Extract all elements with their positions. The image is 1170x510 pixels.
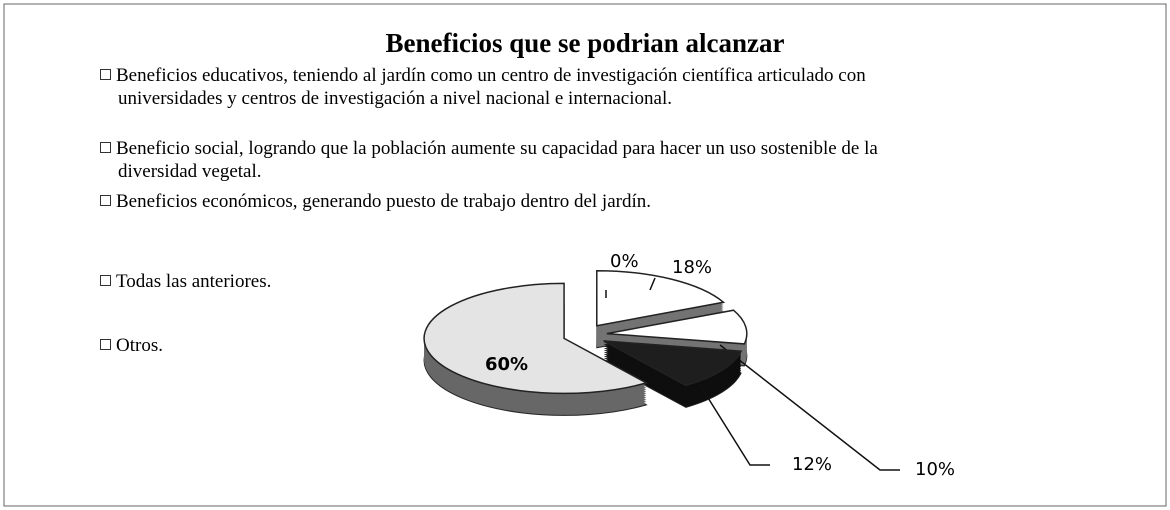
pie-slice xyxy=(606,309,748,345)
data-label: 60% xyxy=(485,354,528,375)
legend-label: Otros. xyxy=(116,335,163,356)
legend-entry: Beneficio social, logrando que la poblac… xyxy=(100,137,898,183)
data-label: 10% xyxy=(915,459,955,480)
chart-title: Beneficios que se podrian alcanzar xyxy=(385,28,785,58)
data-label: 0% xyxy=(610,251,639,272)
pie-slice xyxy=(596,269,726,327)
leader-line xyxy=(699,384,770,466)
legend-entry: Otros. xyxy=(100,334,898,357)
legend-label: Beneficios económicos, generando puesto … xyxy=(116,191,651,212)
legend-entry: Beneficios educativos, teniendo al jardí… xyxy=(100,64,898,110)
legend-entry: Todas las anteriores. xyxy=(100,270,898,293)
leader-line xyxy=(719,344,900,471)
data-label: 18% xyxy=(672,257,712,278)
legend-swatch xyxy=(100,69,111,80)
leader-line xyxy=(649,277,656,291)
legend-swatch xyxy=(100,142,111,153)
data-label: 12% xyxy=(792,454,832,475)
legend-swatch xyxy=(100,275,111,286)
legend-label: Beneficios educativos, teniendo al jardí… xyxy=(116,65,866,109)
legend-entry: Beneficios económicos, generando puesto … xyxy=(100,190,898,213)
pie-slice xyxy=(603,340,743,387)
legend-swatch xyxy=(100,195,111,206)
frame xyxy=(3,3,1167,507)
legend-swatch xyxy=(100,339,111,350)
pie-slice xyxy=(423,282,649,395)
legend-label: Todas las anteriores. xyxy=(116,271,272,292)
legend-label: Beneficio social, logrando que la poblac… xyxy=(116,138,878,182)
